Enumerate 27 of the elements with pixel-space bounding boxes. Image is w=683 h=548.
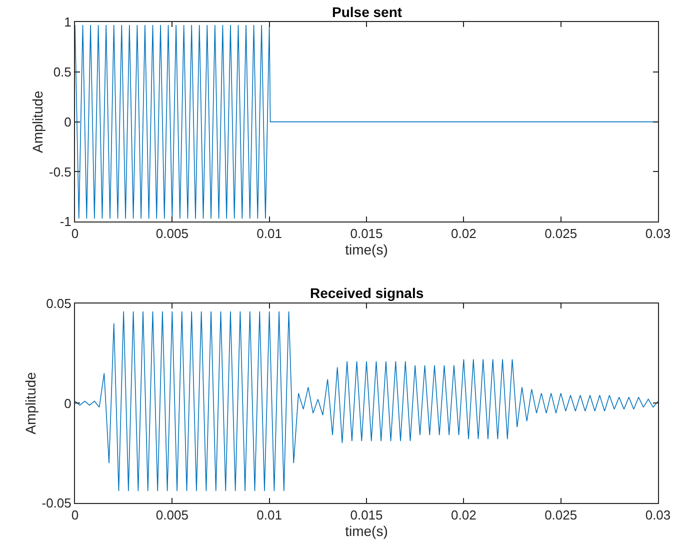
y-tick-label: 0 (64, 396, 72, 411)
y-axis-title: Amplitude (22, 372, 38, 434)
x-tick-label: 0.01 (256, 508, 282, 523)
x-tick-label: 0.03 (645, 508, 671, 523)
x-tick-label: 0.005 (156, 226, 188, 242)
chart-title: Received signals (310, 285, 424, 301)
y-tick-label: -0.05 (42, 496, 72, 511)
x-axis-title: time(s) (345, 522, 388, 539)
y-tick-label: 0.05 (46, 296, 72, 311)
x-tick-label: 0.025 (544, 508, 578, 523)
y-tick-label: -0.5 (48, 164, 72, 180)
x-tick-label: 0.015 (350, 226, 383, 242)
x-tick-label: 0.02 (451, 226, 476, 242)
x-tick-label: 0.015 (350, 508, 383, 523)
y-tick-label: 0.5 (53, 64, 72, 80)
x-tick-label: 0.005 (156, 508, 188, 523)
y-tick-label: -1 (60, 214, 72, 230)
line-series (75, 310, 658, 492)
x-axis-title: time(s) (345, 242, 388, 258)
x-tick-label: 0.025 (544, 226, 578, 242)
y-axis-title: Amplitude (30, 90, 46, 153)
x-tick-label: 0.03 (645, 226, 671, 242)
x-tick-label: 0.02 (451, 508, 476, 523)
y-tick-label: 1 (64, 14, 72, 30)
y-tick-label: 0 (64, 114, 72, 130)
x-tick-label: 0.01 (256, 226, 282, 242)
chart-title: Pulse sent (332, 4, 402, 20)
